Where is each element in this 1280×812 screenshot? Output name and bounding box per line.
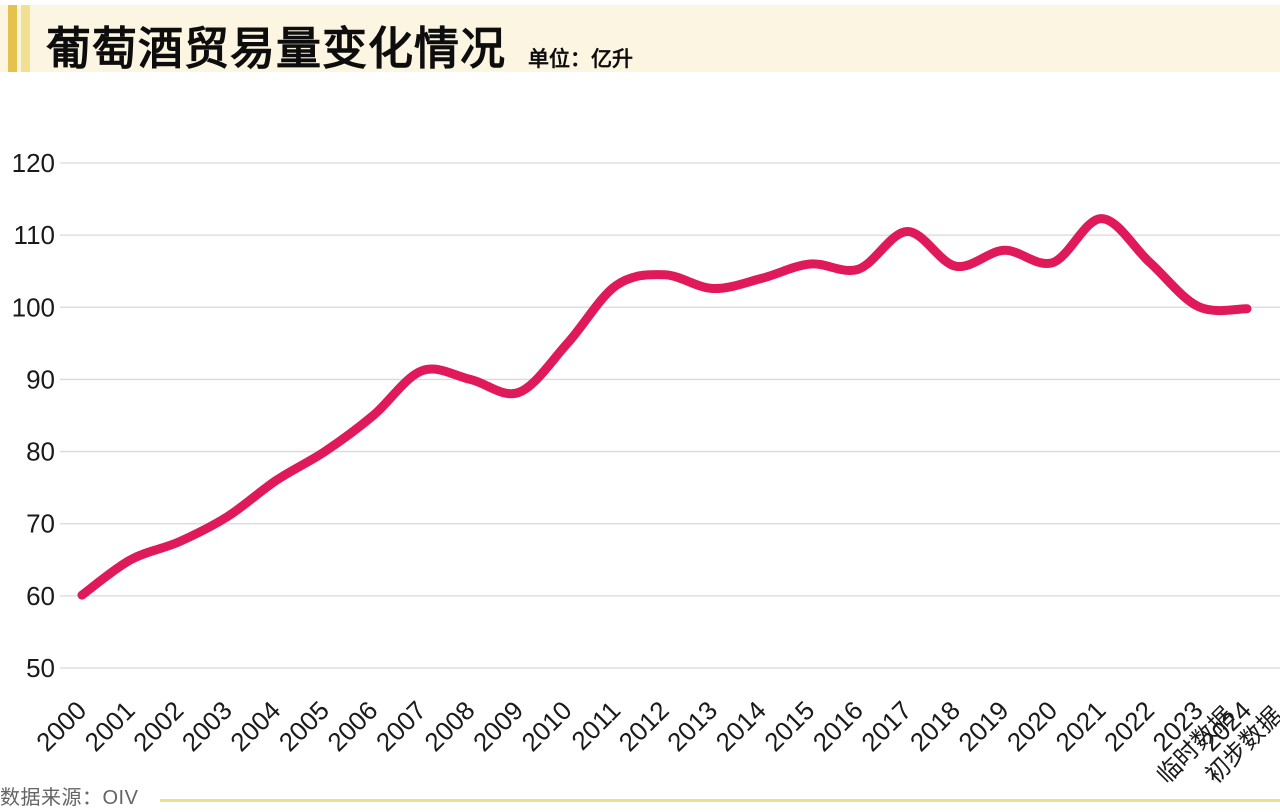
x-axis-tick-label: 2021 — [1049, 695, 1111, 757]
x-axis-tick-label: 2003 — [176, 695, 238, 757]
y-axis-tick-label: 70 — [26, 509, 55, 539]
x-axis-tick-label: 2006 — [321, 695, 383, 757]
x-axis-tick-label: 2017 — [855, 695, 917, 757]
y-axis-tick-label: 60 — [26, 581, 55, 611]
x-axis-tick-label: 2013 — [661, 695, 723, 757]
y-axis-tick-label: 110 — [14, 220, 55, 250]
y-axis-tick-label: 80 — [26, 437, 55, 467]
x-axis-tick-label: 2009 — [467, 695, 529, 757]
x-axis-tick-label: 2016 — [807, 695, 869, 757]
x-axis-tick-label: 2011 — [565, 695, 626, 756]
x-axis-tick-label: 2000 — [30, 695, 92, 757]
x-axis-tick-label: 2004 — [224, 695, 286, 757]
x-axis-tick-label: 2012 — [613, 695, 675, 757]
y-axis-tick-label: 50 — [26, 653, 55, 683]
x-axis-tick-label: 2005 — [273, 695, 335, 757]
accent-bar-dark — [8, 5, 17, 72]
y-axis-tick-label: 100 — [12, 292, 55, 322]
footer-rule — [160, 799, 1280, 802]
trend-line — [77, 214, 1252, 600]
x-axis-tick-label: 2001 — [79, 695, 141, 757]
x-axis-tick-label: 2022 — [1098, 695, 1160, 757]
x-axis-tick-label: 2015 — [758, 695, 820, 757]
x-axis-tick-label: 2014 — [710, 695, 772, 757]
unit-label: 单位：亿升 — [528, 48, 633, 71]
x-axis-tick-label: 2020 — [1001, 695, 1063, 757]
x-axis-tick-label: 2008 — [418, 695, 480, 757]
x-axis-tick-label: 2007 — [370, 695, 432, 757]
x-axis-tick-label: 2019 — [952, 695, 1014, 757]
x-axis-tick-label: 2010 — [516, 695, 578, 757]
y-axis-tick-label: 90 — [26, 364, 55, 394]
chart-header: 葡萄酒贸易量变化情况 单位：亿升 — [0, 5, 1280, 74]
x-axis-tick-label: 2024初步数据 — [1181, 682, 1280, 789]
y-axis-tick-label: 120 — [12, 148, 55, 178]
accent-bar-light — [21, 5, 30, 72]
page-title: 葡萄酒贸易量变化情况 — [46, 23, 507, 74]
data-source-label: 数据来源：OIV — [0, 787, 139, 809]
x-axis-tick-label: 2002 — [127, 695, 189, 757]
x-axis-tick-label: 2018 — [904, 695, 966, 757]
